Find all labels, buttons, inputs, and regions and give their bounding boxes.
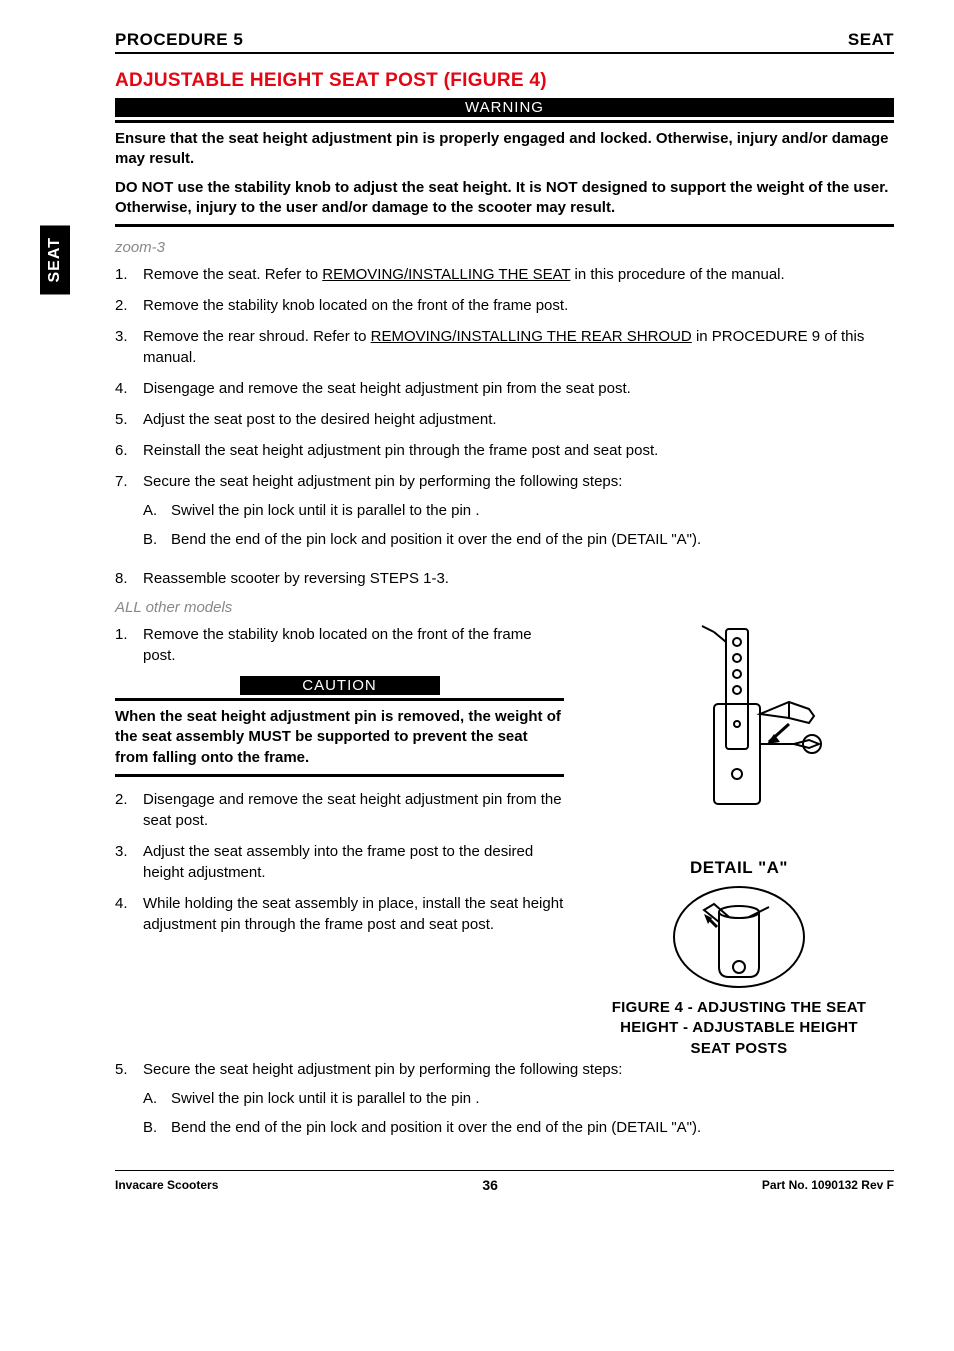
step: Remove the rear shroud. Refer to REMOVIN… bbox=[115, 326, 894, 368]
substep: Swivel the pin lock until it is parallel… bbox=[143, 500, 701, 521]
page-number: 36 bbox=[482, 1177, 498, 1193]
step: Disengage and remove the seat height adj… bbox=[115, 789, 564, 831]
substeps: Swivel the pin lock until it is parallel… bbox=[143, 1088, 701, 1138]
caution-banner: CAUTION bbox=[240, 676, 440, 695]
footer-right: Part No. 1090132 Rev F bbox=[762, 1178, 894, 1192]
steps-list: Disengage and remove the seat height adj… bbox=[115, 789, 564, 935]
warning-banner: WARNING bbox=[115, 98, 894, 117]
step: Remove the seat. Refer to REMOVING/INSTA… bbox=[115, 264, 894, 285]
xref-link[interactable]: REMOVING/INSTALLING THE REAR SHROUD bbox=[371, 328, 692, 345]
step: Remove the stability knob located on the… bbox=[115, 295, 894, 316]
seat-post-diagram-icon bbox=[614, 624, 864, 854]
step: Disengage and remove the seat height adj… bbox=[115, 378, 894, 399]
page-header: PROCEDURE 5 SEAT bbox=[115, 30, 894, 54]
warning-text: DO NOT use the stability knob to adjust … bbox=[115, 178, 894, 219]
substep: Swivel the pin lock until it is parallel… bbox=[143, 1088, 701, 1109]
xref-link[interactable]: REMOVING/INSTALLING THE SEAT bbox=[322, 266, 570, 283]
detail-a-diagram-icon bbox=[659, 882, 819, 992]
substep: Bend the end of the pin lock and positio… bbox=[143, 1117, 701, 1138]
substeps: Swivel the pin lock until it is parallel… bbox=[143, 500, 701, 550]
step: While holding the seat assembly in place… bbox=[115, 893, 564, 935]
header-left: PROCEDURE 5 bbox=[115, 30, 243, 50]
step: Reassemble scooter by reversing STEPS 1-… bbox=[115, 568, 894, 589]
header-right: SEAT bbox=[848, 30, 894, 50]
substep: Bend the end of the pin lock and positio… bbox=[143, 529, 701, 550]
footer-left: Invacare Scooters bbox=[115, 1178, 218, 1192]
detail-label: DETAIL "A" bbox=[584, 858, 894, 878]
figure: DETAIL "A" FIGURE 4 - ADJUSTING THE SEAT… bbox=[584, 624, 894, 1059]
caution-text: When the seat height adjustment pin is r… bbox=[115, 707, 564, 768]
step: Secure the seat height adjustment pin by… bbox=[115, 471, 894, 558]
step: Remove the stability knob located on the… bbox=[115, 624, 564, 666]
steps-list: Remove the seat. Refer to REMOVING/INSTA… bbox=[115, 264, 894, 589]
section-title: ADJUSTABLE HEIGHT SEAT POST (FIGURE 4) bbox=[115, 70, 894, 92]
model-label: zoom-3 bbox=[115, 239, 894, 256]
caution-block: CAUTION When the seat height adjustment … bbox=[115, 676, 564, 777]
step: Secure the seat height adjustment pin by… bbox=[115, 1059, 894, 1146]
step: Adjust the seat post to the desired heig… bbox=[115, 409, 894, 430]
warning-text: Ensure that the seat height adjustment p… bbox=[115, 129, 894, 170]
page-footer: Invacare Scooters 36 Part No. 1090132 Re… bbox=[115, 1170, 894, 1193]
step: Adjust the seat assembly into the frame … bbox=[115, 841, 564, 883]
figure-caption: FIGURE 4 - ADJUSTING THE SEAT HEIGHT - A… bbox=[584, 998, 894, 1059]
steps-list: Secure the seat height adjustment pin by… bbox=[115, 1059, 894, 1146]
step: Reinstall the seat height adjustment pin… bbox=[115, 440, 894, 461]
steps-list: Remove the stability knob located on the… bbox=[115, 624, 564, 666]
warning-block: WARNING Ensure that the seat height adju… bbox=[115, 98, 894, 227]
model-label: ALL other models bbox=[115, 599, 894, 616]
side-tab: SEAT bbox=[40, 225, 70, 294]
